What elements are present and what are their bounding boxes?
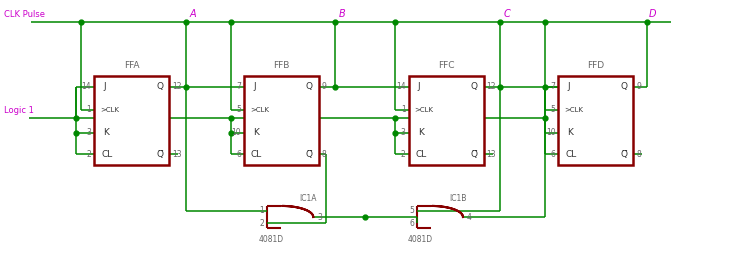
Text: >CLK: >CLK [250,107,269,113]
Text: >CLK: >CLK [565,107,584,113]
Text: Logic 1: Logic 1 [4,106,34,115]
Text: CL: CL [566,150,577,159]
Text: 13: 13 [172,150,182,159]
Text: 5: 5 [236,105,241,114]
Text: 2: 2 [401,150,406,159]
Text: K: K [104,128,110,138]
Text: 6: 6 [550,150,556,159]
Text: K: K [418,128,424,138]
Text: >CLK: >CLK [415,107,434,113]
Text: 3: 3 [86,128,92,138]
Text: 2: 2 [260,219,264,228]
Text: FFC: FFC [438,61,454,70]
Text: IC1A: IC1A [299,194,317,203]
FancyBboxPatch shape [409,76,484,165]
Text: FFA: FFA [124,61,140,70]
Text: CLK Pulse: CLK Pulse [4,10,46,19]
Text: 5: 5 [409,206,414,215]
Text: D: D [649,9,656,19]
Text: 6: 6 [236,150,241,159]
Text: 5: 5 [550,105,556,114]
Text: 3: 3 [400,128,406,138]
Text: Q̅: Q̅ [470,150,478,159]
Text: 9: 9 [322,83,327,91]
Text: 4081D: 4081D [408,234,434,244]
Text: A: A [189,9,196,19]
Text: 1: 1 [260,206,264,215]
Text: 6: 6 [409,219,414,228]
Text: >CLK: >CLK [100,107,119,113]
Text: 9: 9 [636,83,641,91]
Text: J: J [418,83,420,91]
Text: 2: 2 [86,150,92,159]
Text: Q: Q [470,83,478,91]
Text: K: K [568,128,573,138]
Text: Q: Q [620,83,627,91]
Text: 10: 10 [231,128,241,138]
Text: CL: CL [416,150,427,159]
Text: Q̅: Q̅ [620,150,627,159]
Text: 4: 4 [466,212,472,221]
Text: J: J [253,83,256,91]
Text: B: B [339,9,346,19]
Text: FFD: FFD [587,61,604,70]
Text: 4081D: 4081D [259,234,284,244]
Text: Q̅: Q̅ [156,150,164,159]
Text: 12: 12 [487,83,496,91]
FancyBboxPatch shape [94,76,170,165]
Text: J: J [568,83,570,91]
Text: 8: 8 [322,150,326,159]
Text: 7: 7 [550,83,556,91]
Text: 14: 14 [82,83,92,91]
Text: Q: Q [156,83,164,91]
Text: 8: 8 [636,150,641,159]
Text: CL: CL [101,150,112,159]
Text: Q̅: Q̅ [306,150,313,159]
Text: Q: Q [306,83,313,91]
Text: 12: 12 [172,83,182,91]
Text: J: J [104,83,106,91]
Text: K: K [253,128,259,138]
Text: FFB: FFB [273,61,290,70]
FancyBboxPatch shape [244,76,319,165]
FancyBboxPatch shape [559,76,633,165]
Text: 13: 13 [487,150,496,159]
Text: IC1B: IC1B [449,194,466,203]
Text: CL: CL [251,150,262,159]
Text: 14: 14 [396,83,406,91]
Text: 1: 1 [86,105,92,114]
Text: 1: 1 [401,105,406,114]
Text: 3: 3 [317,212,322,221]
Text: 7: 7 [236,83,241,91]
Text: 10: 10 [546,128,556,138]
Text: C: C [504,9,511,19]
